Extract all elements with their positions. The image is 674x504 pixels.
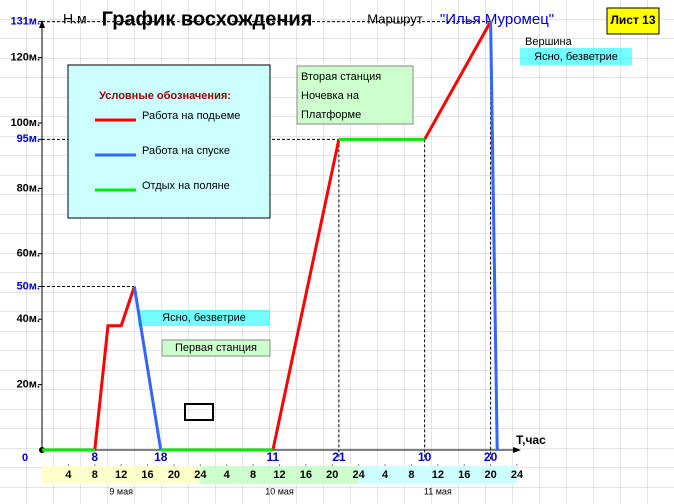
- route-label: Маршрут: [367, 11, 422, 26]
- legend-label: Работа на подьеме: [142, 110, 240, 122]
- x-tick-label: 12: [273, 469, 285, 481]
- x-tick-label: 20: [484, 469, 496, 481]
- key-tick-label: 11: [267, 450, 280, 464]
- y-tick-label: 60м.: [17, 248, 40, 260]
- x-tick-label: 8: [92, 469, 98, 481]
- first-station-box: [161, 339, 271, 357]
- x-tick-label: 24: [511, 469, 524, 481]
- x-axis-label: Т,час: [516, 433, 546, 447]
- legend-label: Работа на спуске: [142, 145, 230, 157]
- x-tick-label: 16: [458, 469, 470, 481]
- y-tick-label: 0: [22, 452, 28, 464]
- series-line: [42, 137, 425, 452]
- series-line: [93, 20, 492, 451]
- y-tick-label: 131м.: [10, 16, 40, 28]
- key-tick-label: 20: [484, 450, 498, 464]
- legend-box: [67, 64, 271, 219]
- x-tick-label: 4: [382, 469, 389, 481]
- weather-top-box: [520, 48, 632, 65]
- key-tick-label: 21: [332, 450, 346, 464]
- x-tick-label: 24: [353, 469, 366, 481]
- y-tick-label: 95м.: [17, 133, 40, 145]
- day-label: 11 мая: [424, 486, 452, 496]
- day-cell: [358, 466, 517, 484]
- legend-label: Отдых на поляне: [142, 180, 230, 192]
- second-station-box: [296, 65, 414, 125]
- day-cell: [200, 466, 359, 484]
- placeholder-shape: [184, 403, 214, 421]
- series-line: [132, 21, 499, 451]
- second-station-note: Платформе: [301, 109, 361, 121]
- y-tick-label: 120м.: [10, 51, 40, 63]
- weather-low-note: Ясно, безветрие: [162, 312, 246, 324]
- first-station-note: Первая станция: [175, 342, 257, 354]
- second-station-note: Вторая станция: [301, 71, 381, 83]
- x-tick-label: 8: [250, 469, 256, 481]
- y-tick-label: 20м.: [17, 379, 40, 391]
- second-station-note: Ночевка на: [301, 90, 360, 102]
- x-axis-arrow: [513, 447, 521, 453]
- day-label: 9 мая: [109, 486, 133, 496]
- sheet-label: Лист 13: [610, 13, 655, 27]
- x-tick-label: 4: [224, 469, 231, 481]
- route-name: "Илья Муромец": [440, 11, 554, 28]
- day-cell: [42, 466, 201, 484]
- weather-low-box: [138, 310, 270, 326]
- x-tick-label: 16: [300, 469, 312, 481]
- y-tick-label: 40м.: [17, 313, 40, 325]
- x-tick-label: 4: [65, 469, 72, 481]
- legend-title: Условные обозначения:: [99, 90, 231, 102]
- x-tick-label: 16: [141, 469, 153, 481]
- sheet-box: [606, 7, 660, 35]
- x-tick-label: 8: [408, 469, 414, 481]
- background-layer: [42, 21, 517, 484]
- x-tick-label: 12: [115, 469, 127, 481]
- x-tick-label: 24: [194, 469, 207, 481]
- y-axis-arrow: [39, 20, 45, 28]
- key-tick-label: 18: [154, 450, 168, 464]
- y-axis-label: Н.м: [63, 11, 87, 27]
- summit-note: Вершина: [525, 36, 573, 48]
- y-tick-label: 100м.: [10, 117, 40, 129]
- x-tick-label: 20: [168, 469, 180, 481]
- y-tick-label: 80м.: [17, 182, 40, 194]
- weather-top-note: Ясно, безветрие: [534, 51, 618, 63]
- key-tick-label: 8: [91, 450, 98, 464]
- y-tick-label: 50м.: [17, 280, 40, 292]
- x-tick-label: 20: [326, 469, 338, 481]
- chart-title: График восхождения: [102, 8, 313, 30]
- x-tick-label: 12: [432, 469, 444, 481]
- day-label: 10 мая: [265, 486, 294, 496]
- key-tick-label: 10: [418, 450, 432, 464]
